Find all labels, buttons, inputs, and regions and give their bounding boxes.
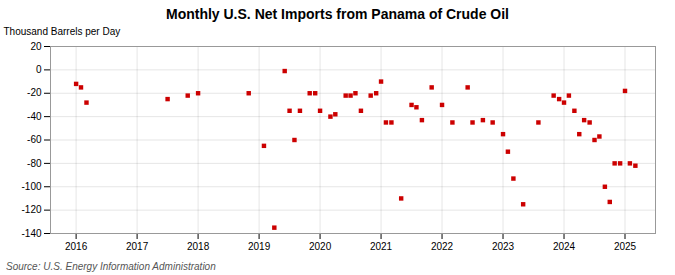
svg-text:-120: -120	[21, 204, 41, 215]
svg-text:20: 20	[30, 41, 42, 52]
svg-text:-80: -80	[27, 158, 42, 169]
svg-text:-140: -140	[21, 228, 41, 239]
svg-text:2021: 2021	[370, 241, 393, 252]
svg-text:2024: 2024	[553, 241, 576, 252]
svg-text:2017: 2017	[126, 241, 149, 252]
svg-text:-20: -20	[27, 87, 42, 98]
svg-text:2020: 2020	[309, 241, 332, 252]
svg-text:2018: 2018	[187, 241, 210, 252]
svg-text:-100: -100	[21, 181, 41, 192]
svg-text:2025: 2025	[614, 241, 637, 252]
svg-text:2016: 2016	[65, 241, 88, 252]
html-text:Source: U.S. Energy Informatio: Source: U.S. Energy Information Administ…	[6, 261, 216, 272]
svg-text:Thousand Barrels per Day: Thousand Barrels per Day	[4, 26, 121, 37]
svg-text:2019: 2019	[248, 241, 271, 252]
svg-text:2023: 2023	[492, 241, 515, 252]
svg-text:2022: 2022	[431, 241, 454, 252]
svg-text:-60: -60	[27, 134, 42, 145]
svg-text:-40: -40	[27, 111, 42, 122]
svg-text:0: 0	[36, 64, 42, 75]
html-text:Monthly U.S. Net Imports from: Monthly U.S. Net Imports from Panama of …	[166, 6, 509, 22]
